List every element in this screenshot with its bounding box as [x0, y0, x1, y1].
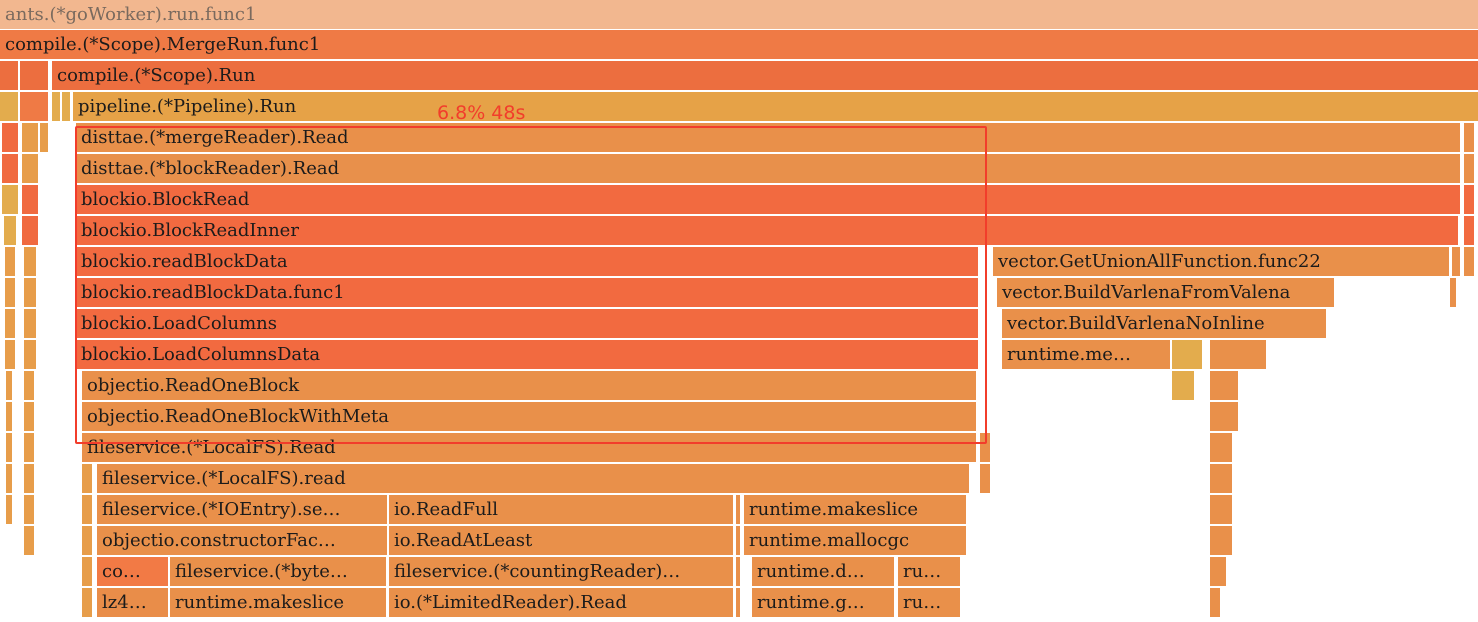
flame-frame-sliver[interactable] — [736, 557, 740, 586]
flame-frame-sliver[interactable] — [52, 92, 60, 121]
flame-frame-sliver[interactable] — [20, 61, 48, 90]
flame-frame-sliver[interactable] — [980, 464, 990, 493]
flame-frame[interactable]: pipeline.(*Pipeline).Run — [73, 92, 1478, 121]
flame-frame[interactable]: blockio.BlockReadInner — [76, 216, 1458, 245]
flame-frame-sliver[interactable] — [20, 92, 48, 121]
flame-frame[interactable]: disttae.(*blockReader).Read — [76, 154, 1460, 183]
flame-frame-sliver[interactable] — [82, 464, 92, 493]
flame-frame[interactable]: blockio.readBlockData.func1 — [76, 278, 978, 307]
flame-frame-sliver[interactable] — [24, 309, 36, 338]
flame-frame[interactable]: io.ReadFull — [389, 495, 733, 524]
flame-frame[interactable]: compile.(*Scope).MergeRun.func1 — [0, 30, 1478, 59]
flame-frame[interactable]: ru… — [898, 588, 960, 617]
flame-frame[interactable]: objectio.constructorFac… — [97, 526, 387, 555]
flame-frame-sliver[interactable] — [22, 185, 38, 214]
selection-percentage-label: 6.8% 48s — [437, 102, 526, 124]
flame-frame-sliver[interactable] — [1464, 216, 1474, 245]
flame-frame[interactable]: runtime.d… — [752, 557, 894, 586]
flame-frame[interactable]: runtime.makeslice — [170, 588, 386, 617]
flame-frame-sliver[interactable] — [6, 402, 12, 431]
flame-frame-sliver[interactable] — [6, 433, 12, 462]
flame-frame-sliver[interactable] — [1464, 123, 1474, 152]
flame-frame-sliver[interactable] — [6, 464, 12, 493]
flame-frame-sliver[interactable] — [22, 154, 38, 183]
flame-frame-sliver[interactable] — [1210, 433, 1232, 462]
flame-frame-sliver[interactable] — [1464, 247, 1474, 276]
flame-frame-sliver[interactable] — [24, 526, 34, 555]
flame-frame-sliver[interactable] — [1210, 340, 1266, 369]
flame-frame[interactable]: lz4… — [97, 588, 168, 617]
flame-frame-sliver[interactable] — [82, 588, 92, 617]
flame-frame-sliver[interactable] — [736, 526, 740, 555]
flame-frame[interactable]: objectio.ReadOneBlock — [82, 371, 976, 400]
flame-frame[interactable]: fileservice.(*IOEntry).se… — [97, 495, 387, 524]
flame-frame-sliver[interactable] — [1464, 154, 1474, 183]
flame-frame-sliver[interactable] — [1210, 402, 1238, 431]
flame-frame-sliver[interactable] — [1210, 588, 1220, 617]
flame-frame-sliver[interactable] — [980, 433, 990, 462]
flame-frame-sliver[interactable] — [1210, 495, 1232, 524]
flame-frame-sliver[interactable] — [1452, 247, 1460, 276]
flame-frame[interactable]: blockio.readBlockData — [76, 247, 978, 276]
flame-frame-sliver[interactable] — [24, 402, 34, 431]
flame-frame[interactable]: runtime.makeslice — [744, 495, 966, 524]
flame-frame-sliver[interactable] — [4, 216, 16, 245]
flame-frame-sliver[interactable] — [1464, 185, 1474, 214]
flame-frame-sliver[interactable] — [62, 92, 70, 121]
flame-frame-sliver[interactable] — [5, 247, 15, 276]
flame-frame-sliver[interactable] — [2, 123, 18, 152]
flame-frame[interactable]: runtime.me… — [1002, 340, 1170, 369]
flame-frame-sliver[interactable] — [82, 526, 92, 555]
flame-frame-sliver[interactable] — [1172, 340, 1202, 369]
flame-frame-sliver[interactable] — [24, 247, 36, 276]
flame-frame[interactable]: runtime.mallocgc — [744, 526, 966, 555]
flame-frame-sliver[interactable] — [82, 495, 92, 524]
flame-frame[interactable]: compile.(*Scope).Run — [52, 61, 1478, 90]
flame-frame-sliver[interactable] — [82, 557, 92, 586]
flame-frame[interactable]: io.ReadAtLeast — [389, 526, 733, 555]
flame-frame-sliver[interactable] — [736, 495, 740, 524]
flame-frame[interactable]: vector.BuildVarlenaFromValena — [997, 278, 1334, 307]
flame-frame-sliver[interactable] — [6, 371, 12, 400]
flame-frame-sliver[interactable] — [736, 588, 740, 617]
selection-highlight-box — [75, 126, 987, 444]
flame-frame-sliver[interactable] — [40, 123, 48, 152]
flame-frame-sliver[interactable] — [24, 371, 34, 400]
flame-frame-sliver[interactable] — [5, 309, 15, 338]
flame-frame[interactable]: fileservice.(*LocalFS).read — [97, 464, 969, 493]
flame-frame-sliver[interactable] — [22, 216, 38, 245]
flame-frame-sliver[interactable] — [1210, 557, 1226, 586]
flame-frame-sliver[interactable] — [24, 340, 36, 369]
flame-frame[interactable]: co… — [97, 557, 168, 586]
flame-frame-sliver[interactable] — [24, 464, 34, 493]
flame-frame[interactable]: ru… — [898, 557, 960, 586]
flame-frame-sliver[interactable] — [24, 278, 36, 307]
flame-frame[interactable]: fileservice.(*countingReader)… — [389, 557, 733, 586]
flame-frame[interactable]: objectio.ReadOneBlockWithMeta — [82, 402, 976, 431]
flame-frame[interactable]: blockio.LoadColumns — [76, 309, 978, 338]
flame-frame-sliver[interactable] — [0, 92, 18, 121]
flame-frame-sliver[interactable] — [2, 154, 18, 183]
flame-frame-sliver[interactable] — [1210, 526, 1232, 555]
flame-frame-sliver[interactable] — [22, 123, 38, 152]
flame-frame-sliver[interactable] — [1172, 371, 1194, 400]
flame-frame-sliver[interactable] — [0, 61, 18, 90]
flame-frame[interactable]: ants.(*goWorker).run.func1 — [0, 0, 1478, 29]
flame-frame-sliver[interactable] — [1210, 371, 1238, 400]
flame-frame[interactable]: blockio.LoadColumnsData — [76, 340, 978, 369]
flame-frame-sliver[interactable] — [1210, 464, 1232, 493]
flame-frame[interactable]: vector.GetUnionAllFunction.func22 — [993, 247, 1449, 276]
flame-frame-sliver[interactable] — [24, 495, 34, 524]
flame-frame-sliver[interactable] — [24, 433, 34, 462]
flame-frame-sliver[interactable] — [5, 278, 15, 307]
flame-frame[interactable]: runtime.g… — [752, 588, 894, 617]
flame-frame[interactable]: vector.BuildVarlenaNoInline — [1002, 309, 1326, 338]
flame-frame-sliver[interactable] — [6, 495, 12, 524]
flame-frame-sliver[interactable] — [1450, 278, 1456, 307]
flame-frame-sliver[interactable] — [2, 185, 18, 214]
flame-frame[interactable]: blockio.BlockRead — [76, 185, 1460, 214]
flame-frame[interactable]: io.(*LimitedReader).Read — [389, 588, 733, 617]
flame-frame-sliver[interactable] — [5, 340, 15, 369]
flame-frame[interactable]: fileservice.(*byte… — [170, 557, 386, 586]
